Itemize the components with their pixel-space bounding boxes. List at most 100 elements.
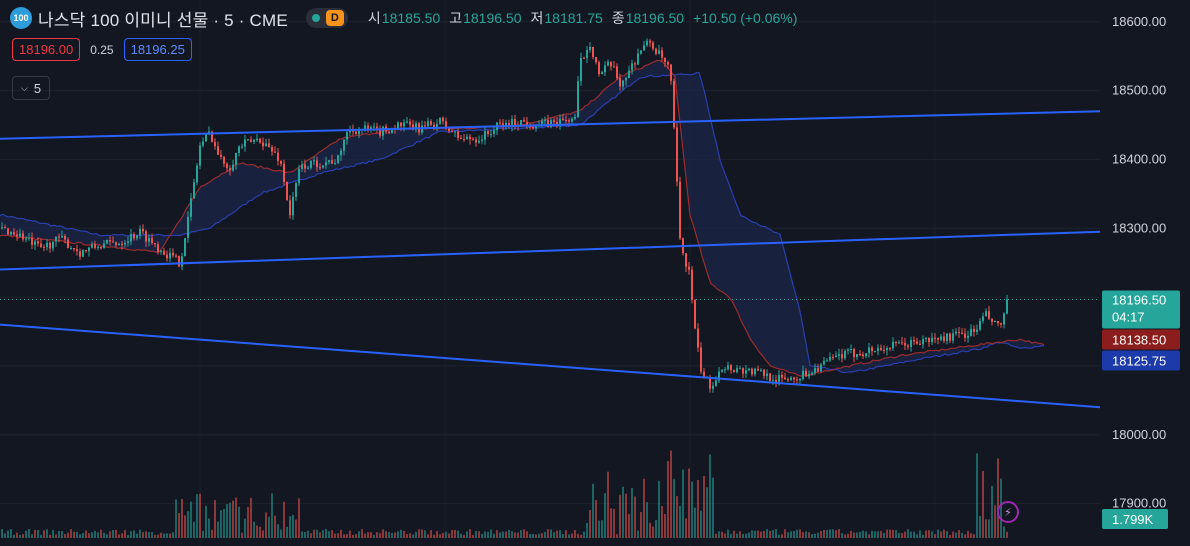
candle (616, 63, 618, 81)
candle (85, 249, 87, 253)
candle-body (514, 119, 516, 126)
candle-body (448, 127, 450, 132)
candle-body (943, 336, 945, 342)
candle-body (592, 46, 594, 58)
volume-bar (997, 458, 999, 538)
candle-body (580, 57, 582, 82)
candle (793, 376, 795, 384)
volume-bar (904, 531, 906, 538)
candle (61, 230, 63, 238)
buy-button[interactable]: 18196.25 (123, 38, 192, 61)
candle-body (172, 252, 174, 256)
volume-bar (58, 531, 60, 538)
volume-bar (244, 518, 246, 538)
candle-body (157, 244, 159, 252)
candle (775, 375, 777, 388)
candle (859, 350, 861, 357)
candle (886, 345, 888, 356)
candle (634, 61, 636, 69)
symbol-icon[interactable]: 100 (10, 7, 32, 29)
candle (91, 241, 93, 249)
candle (883, 345, 885, 354)
symbol-title[interactable]: 나스닥 100 이미니 선물 · 5 · CME (38, 10, 288, 30)
candle-body (655, 48, 657, 54)
price-axis[interactable]: 17900.00 18000.00 18300.00 18400.00 18500.00… (1100, 0, 1190, 546)
volume-bar (298, 498, 300, 538)
volume-bar (676, 496, 678, 538)
lightning-icon[interactable]: ⚡ (997, 501, 1019, 523)
volume-bar (808, 532, 810, 538)
candle-body (877, 347, 879, 351)
trendline[interactable] (0, 110, 1101, 140)
market-open-dot-icon (311, 14, 320, 22)
trendline[interactable] (0, 323, 1101, 409)
candle-body (553, 120, 555, 122)
volume-bar (277, 524, 279, 538)
candle-body (499, 122, 501, 124)
candle-body (898, 342, 900, 344)
volume-bar (913, 531, 915, 538)
volume-bar (97, 532, 99, 538)
candle (199, 142, 201, 170)
candle (226, 162, 228, 172)
candle-body (922, 339, 924, 345)
candle (637, 48, 639, 66)
volume-bar (916, 534, 918, 538)
volume-bar (928, 530, 930, 538)
trendline[interactable] (0, 230, 1101, 271)
candle-body (802, 370, 804, 379)
candle-body (769, 373, 771, 381)
volume-bar (70, 529, 72, 538)
candle (649, 39, 651, 48)
candle (838, 348, 840, 361)
trendlines[interactable] (0, 110, 1101, 409)
candle-body (844, 350, 846, 359)
volume-bar (640, 512, 642, 538)
candle (856, 353, 858, 360)
volume-bar (349, 530, 351, 538)
candle-body (595, 57, 597, 63)
candle-body (691, 269, 693, 301)
candle-body (250, 139, 252, 142)
candle-body (616, 66, 618, 79)
candle-body (679, 181, 681, 239)
volume-bar (532, 534, 534, 538)
volume-bar (193, 521, 195, 538)
candle (853, 347, 855, 363)
volume-bar (973, 534, 975, 538)
volume-bar (556, 530, 558, 538)
volume-bar (379, 533, 381, 538)
candle-body (862, 354, 864, 357)
candle-body (955, 331, 957, 334)
delayed-badge[interactable]: D (325, 10, 344, 26)
candle (460, 134, 462, 140)
candle (697, 323, 699, 353)
candle-body (709, 377, 711, 389)
volume-bar (253, 521, 255, 538)
candle-body (136, 235, 138, 239)
market-status[interactable]: D (305, 8, 348, 28)
candle-body (529, 126, 531, 128)
candle (121, 241, 123, 250)
volume-bar (133, 530, 135, 538)
candle-body (400, 122, 402, 127)
candle (754, 367, 756, 377)
candle (442, 116, 444, 125)
volume-bar (817, 532, 819, 538)
volume-bar (787, 532, 789, 538)
volume-bar (268, 516, 270, 538)
volume-bar (376, 532, 378, 538)
candle-body (31, 237, 33, 245)
candle (472, 136, 474, 141)
volume-bar (736, 533, 738, 538)
candle-body (934, 337, 936, 339)
volume-bar (196, 494, 198, 538)
candle-body (430, 121, 432, 125)
volume-bar (112, 529, 114, 538)
sell-button[interactable]: 18196.00 (12, 38, 81, 61)
candle-body (589, 46, 591, 51)
volume-bar (175, 499, 177, 538)
volume-bar (760, 531, 762, 538)
indicators-toggle-button[interactable]: ⌵ 5 (12, 76, 51, 100)
